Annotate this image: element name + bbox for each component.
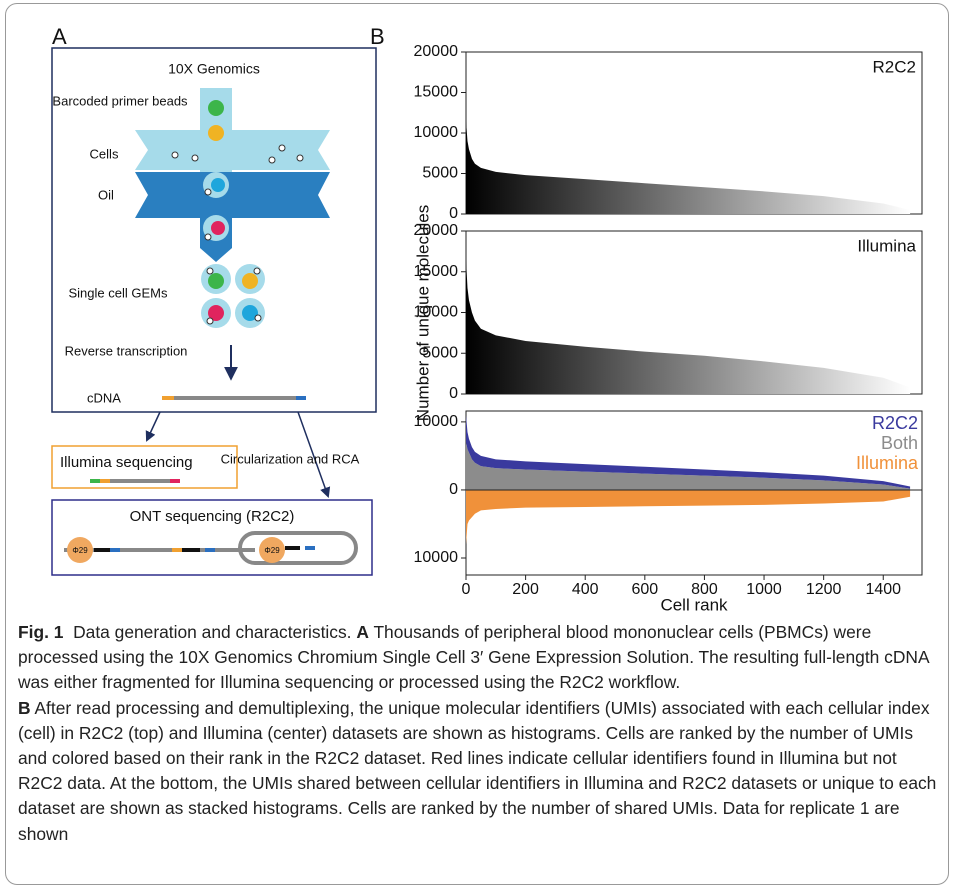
label: Reverse transcription (65, 343, 188, 358)
legend-entry: Illumina (856, 453, 919, 473)
y-tick-label: 5000 (422, 344, 458, 361)
label: Φ29 (264, 546, 280, 555)
y-tick-label: 10000 (414, 413, 459, 430)
area (466, 415, 911, 489)
label: Φ29 (72, 546, 88, 555)
label: ONT sequencing (R2C2) (130, 508, 295, 525)
chart-title: Illumina (857, 236, 916, 255)
x-tick-label: 1000 (746, 581, 782, 598)
cell (191, 154, 199, 162)
x-tick-label: 0 (462, 581, 471, 598)
y-tick-label: 0 (449, 481, 458, 498)
fig-label: Fig. 1 (18, 622, 64, 642)
bead (211, 221, 225, 235)
x-tick-label: 600 (631, 581, 658, 598)
cell (278, 144, 286, 152)
y-tick-label: 15000 (414, 84, 459, 101)
area (466, 120, 911, 214)
y-tick-label: 10000 (414, 124, 459, 141)
figure: A 10X Genomics Barcoded primer beads Cel… (51, 24, 923, 612)
y-tick-label: 20000 (414, 43, 459, 60)
panel-a: A 10X Genomics Barcoded primer beads Cel… (51, 24, 377, 576)
box (51, 47, 377, 413)
caption: Fig. 1 Data generation and characteristi… (18, 620, 943, 847)
legend-entry: R2C2 (872, 413, 918, 433)
x-tick-label: 800 (691, 581, 718, 598)
arrow (145, 411, 161, 442)
label: Single cell GEMs (69, 285, 168, 300)
caption-label: B (18, 697, 31, 718)
caption-text: Thousands of peripheral blood mononuclea… (18, 622, 929, 693)
gems (201, 264, 265, 328)
polymerase (67, 537, 93, 563)
cell (171, 151, 179, 159)
polymerase (259, 537, 285, 563)
y-tick-label: 20000 (414, 222, 459, 239)
x-tick-label: 200 (512, 581, 539, 598)
x-tick-label: 400 (572, 581, 599, 598)
box (51, 445, 238, 489)
cell (204, 188, 212, 196)
panel-label: A (52, 24, 67, 49)
caption-text: After read processing and demultiplexing… (18, 697, 937, 844)
caption-title: Data generation and characteristics. (73, 622, 352, 642)
arrow (297, 411, 331, 498)
y-tick-label: 10000 (414, 549, 459, 566)
label: cDNA (87, 390, 121, 405)
y-tick-label: 15000 (414, 263, 459, 280)
legend-entry: Both (881, 433, 918, 453)
chart-title: R2C2 (873, 57, 916, 76)
cell (296, 154, 304, 162)
area (466, 259, 911, 394)
y-tick-label: 0 (449, 385, 458, 402)
x-axis-label: Cell rank (660, 595, 728, 612)
cell (268, 156, 276, 164)
label: Circularization and RCA (221, 451, 360, 466)
box (51, 499, 373, 576)
x-tick-label: 1400 (865, 581, 901, 598)
caption-label: A (356, 622, 369, 642)
y-tick-label: 5000 (422, 165, 458, 182)
label: Illumina sequencing (60, 454, 193, 471)
area (466, 442, 911, 490)
y-axis-label: Number of unique molecules (413, 205, 432, 421)
bead (208, 100, 224, 116)
cell (204, 233, 212, 241)
label: Barcoded primer beads (52, 93, 188, 108)
box-title: 10X Genomics (168, 61, 260, 77)
bead (211, 178, 225, 192)
y-tick-label: 10000 (414, 304, 459, 321)
label: Oil (98, 187, 114, 202)
label: Cells (90, 146, 119, 161)
x-tick-label: 1200 (806, 581, 842, 598)
area (466, 489, 911, 545)
strand (64, 546, 315, 552)
oil-band (135, 172, 330, 218)
bead (208, 125, 224, 141)
y-tick-label: 0 (449, 205, 458, 222)
cells-band (135, 130, 330, 170)
panel-label: B (370, 24, 385, 49)
